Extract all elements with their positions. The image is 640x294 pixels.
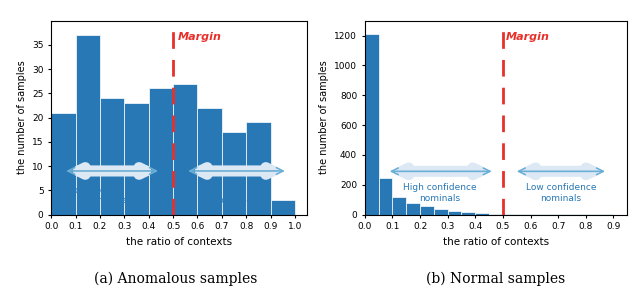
Bar: [173, 83, 198, 215]
Text: Low confidence
anomalies: Low confidence anomalies: [70, 186, 140, 205]
Bar: [379, 178, 392, 215]
Bar: [476, 213, 489, 215]
Bar: [365, 34, 379, 215]
Bar: [100, 98, 124, 215]
Y-axis label: the number of samples: the number of samples: [17, 61, 26, 174]
Bar: [489, 214, 503, 215]
X-axis label: the ratio of contexts: the ratio of contexts: [443, 237, 549, 247]
Bar: [461, 212, 476, 215]
Text: Margin: Margin: [178, 32, 222, 42]
Bar: [222, 132, 246, 215]
Y-axis label: the number of samples: the number of samples: [319, 61, 328, 174]
Bar: [124, 103, 148, 215]
X-axis label: the ratio of contexts: the ratio of contexts: [126, 237, 232, 247]
Bar: [76, 35, 100, 215]
Bar: [447, 211, 461, 215]
Text: High confident
anomalies: High confident anomalies: [201, 186, 268, 205]
Bar: [516, 214, 531, 215]
Text: High confidence
nominals: High confidence nominals: [403, 183, 476, 203]
Bar: [503, 214, 516, 215]
Bar: [51, 113, 76, 215]
Bar: [434, 209, 447, 215]
Text: (b) Normal samples: (b) Normal samples: [426, 272, 566, 286]
Bar: [420, 206, 434, 215]
Bar: [148, 88, 173, 215]
Bar: [392, 198, 406, 215]
Bar: [271, 200, 295, 215]
Text: (a) Anomalous samples: (a) Anomalous samples: [94, 272, 258, 286]
Bar: [198, 108, 222, 215]
Bar: [406, 203, 420, 215]
Bar: [246, 122, 271, 215]
Text: Margin: Margin: [506, 32, 550, 42]
Text: Low confidence
nominals: Low confidence nominals: [525, 183, 596, 203]
